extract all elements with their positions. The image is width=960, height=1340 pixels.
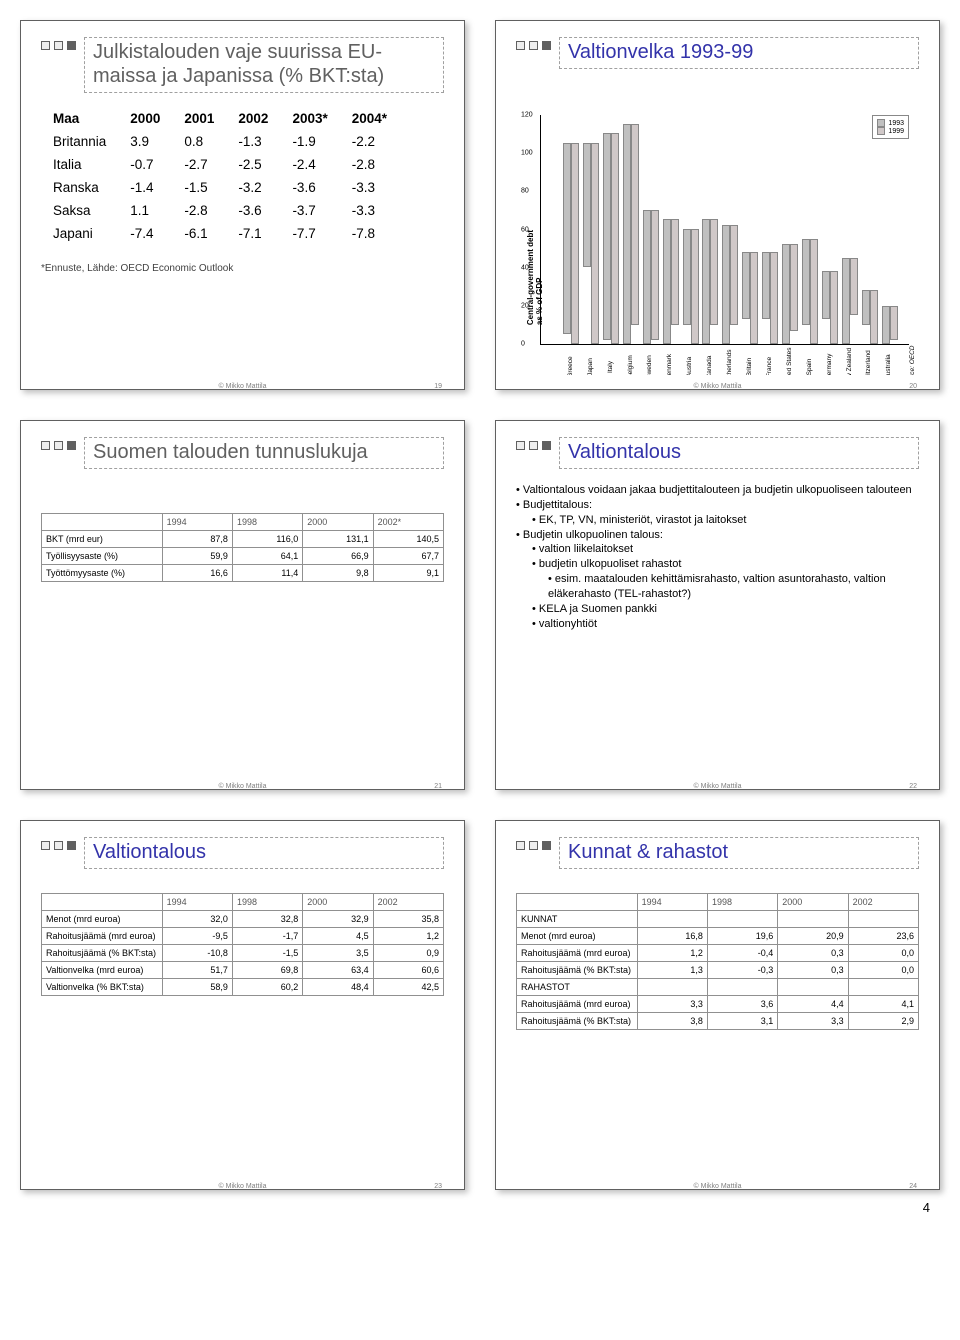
table-row: Rahoitusjäämä (% BKT:sta)3,83,13,32,9 (517, 1013, 919, 1030)
slide-number: 22 (909, 783, 917, 790)
slide-number: 19 (434, 383, 442, 390)
table-row: RAHASTOT (517, 979, 919, 996)
source-note: *Ennuste, Lähde: OECD Economic Outlook (41, 263, 444, 274)
table-row: Rahoitusjäämä (mrd euroa)-9,5-1,74,51,2 (42, 928, 444, 945)
page-number: 4 (20, 1190, 940, 1215)
bullet-item: Valtiontalous voidaan jakaa budjettitalo… (516, 483, 919, 498)
table-row: Menot (mrd euroa)32,032,832,935,8 (42, 911, 444, 928)
panel-valtiontalous-bullets: Valtiontalous Valtiontalous voidaan jaka… (495, 420, 940, 790)
slide-number: 23 (434, 1183, 442, 1190)
table-row: Rahoitusjäämä (% BKT:sta)1,3-0,30,30,0 (517, 962, 919, 979)
panel-title: Valtiontalous (559, 437, 919, 469)
copyright: © Mikko Mattila (219, 783, 267, 790)
y-axis-label: Central-government debtas % of GDP (526, 230, 544, 325)
chart-legend: 1993 1999 (872, 115, 909, 139)
bullet-dots-icon (41, 41, 76, 50)
bullet-item: EK, TP, VN, ministeriöt, virastot ja lai… (516, 513, 919, 528)
table-row: KUNNAT (517, 911, 919, 928)
bullet-dots-icon (41, 441, 76, 450)
bullet-item: esim. maatalouden kehittämisrahasto, val… (516, 572, 919, 602)
deficit-table: Maa 2000 2001 2002 2003* 2004* Britannia… (41, 107, 399, 245)
panel-title: Suomen talouden tunnuslukuja (84, 437, 444, 469)
bullet-item: budjetin ulkopuoliset rahastot (516, 557, 919, 572)
bullet-item: Budjetin ulkopuolinen talous: (516, 528, 919, 543)
table-row: Työttömyysaste (%)16,611,49,89,1 (42, 565, 444, 582)
table-row: Rahoitusjäämä (mrd euroa)1,2-0,40,30,0 (517, 945, 919, 962)
bullet-item: valtionyhtiöt (516, 617, 919, 632)
table-row: BKT (mrd eur)87,8116,0131,1140,5 (42, 531, 444, 548)
bullet-dots-icon (516, 841, 551, 850)
panel-title: Valtiontalous (84, 837, 444, 869)
panel-deficit-table: Julkistalouden vaje suurissa EU-maissa j… (20, 20, 465, 390)
panel-kunnat-rahastot: Kunnat & rahastot 1994199820002002KUNNAT… (495, 820, 940, 1190)
table-row: Japani-7.4-6.1-7.1-7.7-7.8 (41, 222, 399, 245)
panel-debt-chart: Valtionvelka 1993-99 Central-government … (495, 20, 940, 390)
bullet-dots-icon (41, 841, 76, 850)
copyright: © Mikko Mattila (219, 383, 267, 390)
table-row: Menot (mrd euroa)16,819,620,923,6 (517, 928, 919, 945)
debt-bar-chart: Central-government debtas % of GDP 1993 … (540, 115, 909, 345)
table-row: Työllisyysaste (%)59,964,166,967,7 (42, 548, 444, 565)
table-row: Rahoitusjäämä (mrd euroa)3,33,64,44,1 (517, 996, 919, 1013)
bullet-dots-icon (516, 41, 551, 50)
table-row: Italia-0.7-2.7-2.5-2.4-2.8 (41, 153, 399, 176)
bullet-item: valtion liikelaitokset (516, 542, 919, 557)
panel-title: Kunnat & rahastot (559, 837, 919, 869)
indicators-table: 1994199820002002*BKT (mrd eur)87,8116,01… (41, 513, 444, 582)
table-row: Valtionvelka (% BKT:sta)58,960,248,442,5 (42, 979, 444, 996)
bullet-list: Valtiontalous voidaan jakaa budjettitalo… (516, 483, 919, 775)
bullet-dots-icon (516, 441, 551, 450)
slide-number: 24 (909, 1183, 917, 1190)
kunnat-table: 1994199820002002KUNNATMenot (mrd euroa)1… (516, 893, 919, 1030)
copyright: © Mikko Mattila (694, 383, 742, 390)
table-row: Britannia3.90.8-1.3-1.9-2.2 (41, 130, 399, 153)
copyright: © Mikko Mattila (694, 783, 742, 790)
panel-finland-indicators: Suomen talouden tunnuslukuja 19941998200… (20, 420, 465, 790)
copyright: © Mikko Mattila (694, 1183, 742, 1190)
table-row: Ranska-1.4-1.5-3.2-3.6-3.3 (41, 176, 399, 199)
table-row: Saksa1.1-2.8-3.6-3.7-3.3 (41, 199, 399, 222)
bullet-item: Budjettitalous: (516, 498, 919, 513)
panel-title: Valtionvelka 1993-99 (559, 37, 919, 69)
slide-number: 20 (909, 383, 917, 390)
bullet-item: KELA ja Suomen pankki (516, 602, 919, 617)
table-row: Valtionvelka (mrd euroa)51,769,863,460,6 (42, 962, 444, 979)
table-header-row: Maa 2000 2001 2002 2003* 2004* (41, 107, 399, 130)
valtiontalous-table: 1994199820002002Menot (mrd euroa)32,032,… (41, 893, 444, 996)
panel-title: Julkistalouden vaje suurissa EU-maissa j… (84, 37, 444, 93)
copyright: © Mikko Mattila (219, 1183, 267, 1190)
slide-number: 21 (434, 783, 442, 790)
panel-valtiontalous-table: Valtiontalous 1994199820002002Menot (mrd… (20, 820, 465, 1190)
slide-grid: Julkistalouden vaje suurissa EU-maissa j… (20, 20, 940, 1190)
table-row: Rahoitusjäämä (% BKT:sta)-10,8-1,53,50,9 (42, 945, 444, 962)
